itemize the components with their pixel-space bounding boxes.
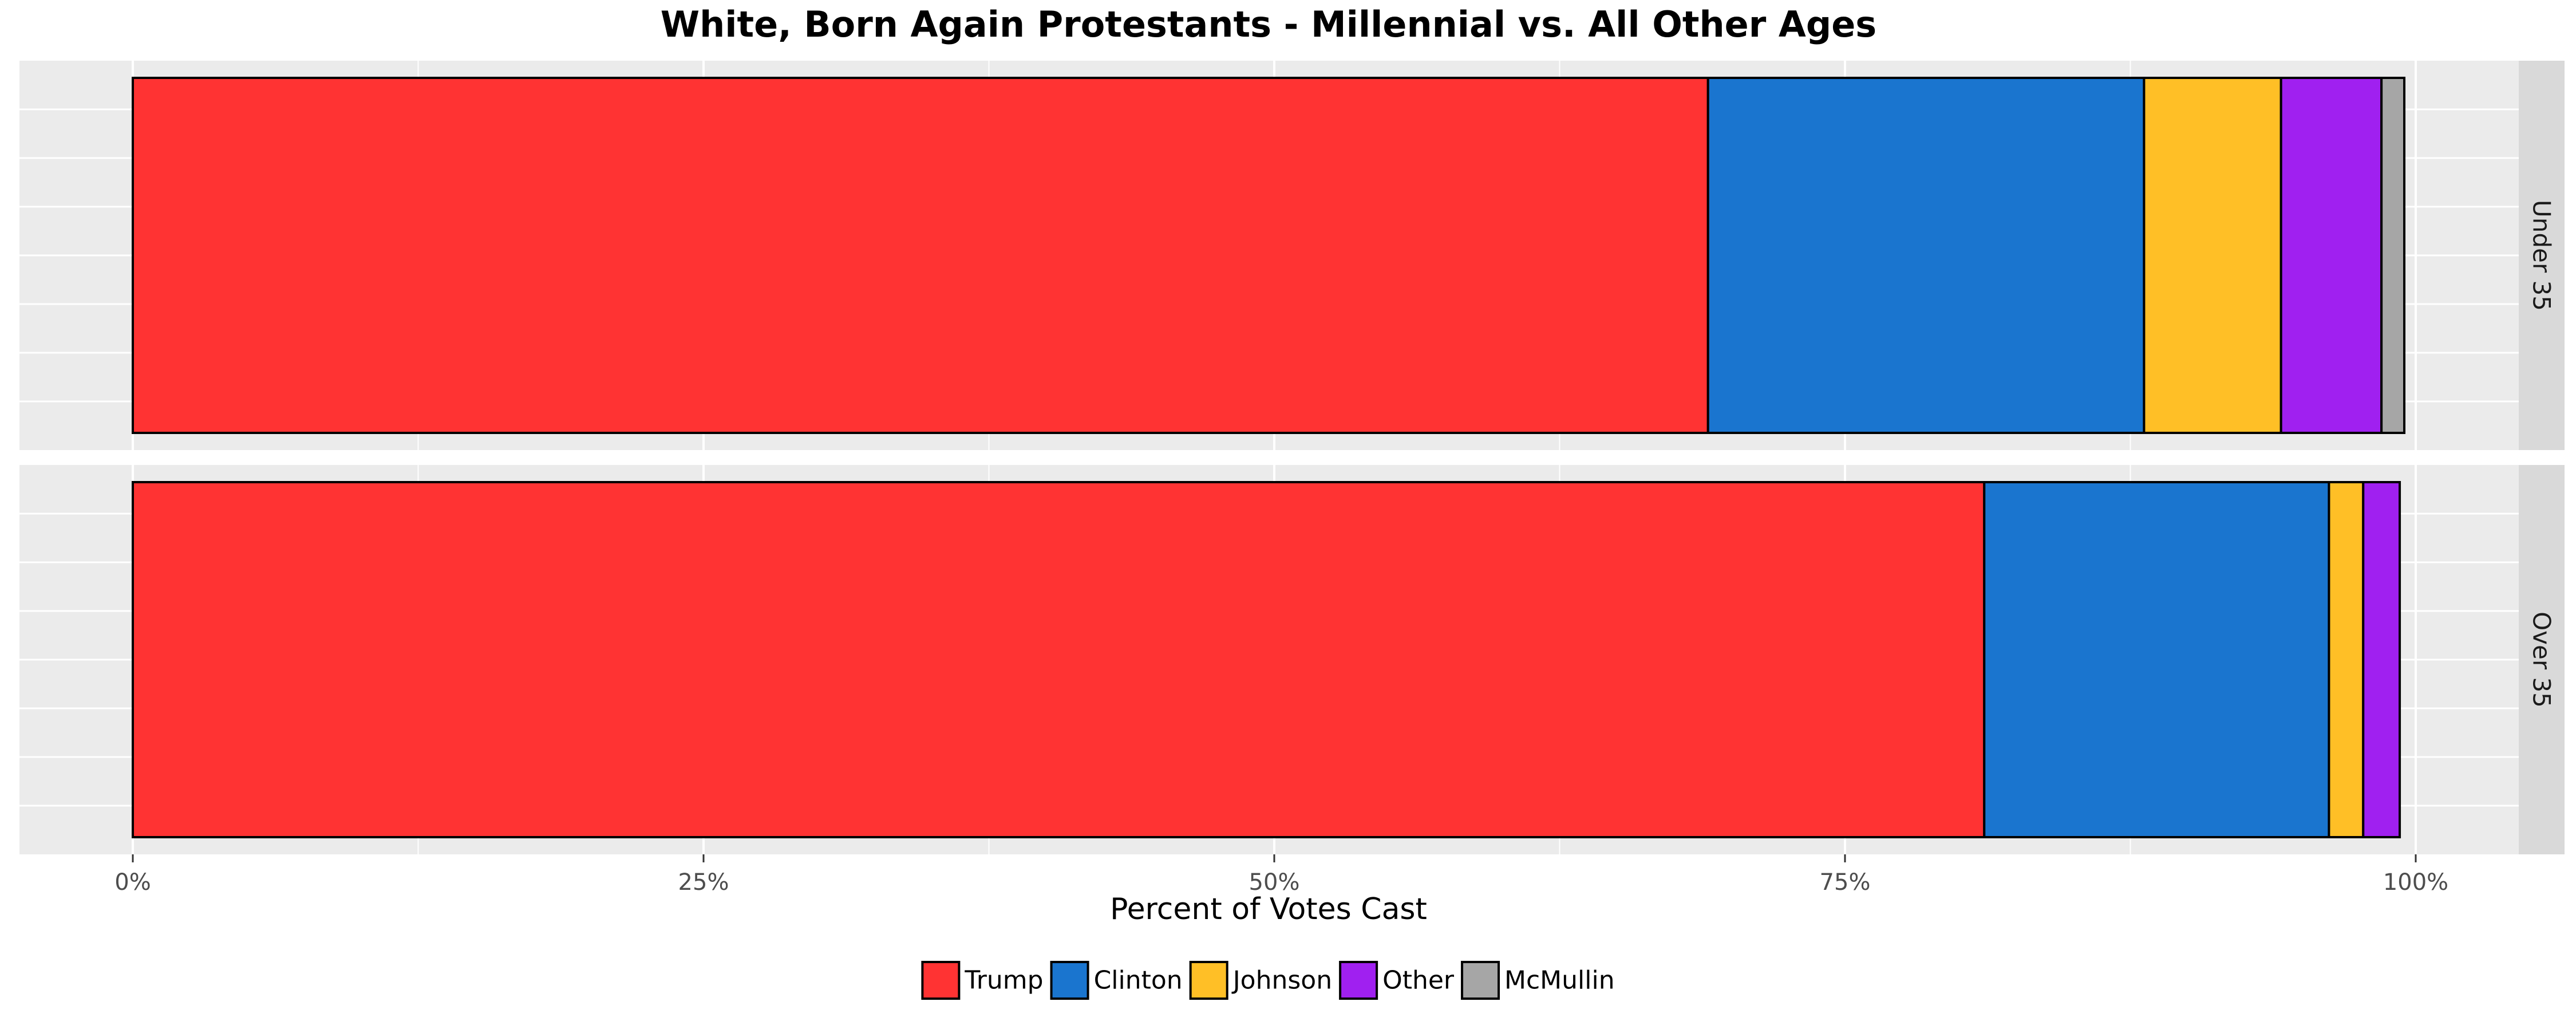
bar-mcmullin-under-35 [2380, 77, 2406, 434]
chart-title: White, Born Again Protestants - Millenni… [661, 3, 1876, 45]
x-tick-label: 100% [2383, 869, 2448, 896]
legend-key-clinton [1050, 961, 1089, 1000]
legend-label-other: Other [1382, 966, 1455, 995]
bar-other-under-35 [2279, 77, 2383, 434]
panel-over-35: Over 35 [19, 465, 2565, 854]
x-tick-label: 75% [1820, 869, 1871, 896]
legend-item-other: Other [1339, 961, 1455, 1000]
legend-label-mcmullin: McMullin [1504, 966, 1615, 995]
panel-under-35: Under 35 [19, 61, 2565, 450]
legend-key-johnson [1189, 961, 1228, 1000]
bar-johnson-over-35 [2328, 481, 2365, 838]
legend-label-trump: Trump [964, 966, 1043, 995]
facet-strip [2519, 61, 2565, 450]
x-tick-label: 50% [1249, 869, 1300, 896]
bar-johnson-under-35 [2143, 77, 2282, 434]
legend-label-johnson: Johnson [1231, 966, 1332, 995]
bar-clinton-over-35 [1983, 481, 2330, 838]
legend: Trump Clinton Johnson Other McMullin [921, 961, 1615, 1000]
legend-item-mcmullin: McMullin [1461, 961, 1615, 1000]
x-tick-label: 0% [114, 869, 151, 896]
legend-label-clinton: Clinton [1094, 966, 1183, 995]
bar-other-over-35 [2362, 481, 2401, 838]
x-tick-label: 25% [678, 869, 729, 896]
facet-strip [2519, 465, 2565, 854]
legend-key-trump [921, 961, 961, 1000]
legend-key-mcmullin [1461, 961, 1500, 1000]
legend-key-other [1339, 961, 1378, 1000]
panels: Under 35 Over 35 [19, 61, 2565, 854]
x-axis: 0% 25% 50% 75% 100% [114, 854, 2448, 896]
legend-item-johnson: Johnson [1189, 961, 1332, 1000]
x-axis-label: Percent of Votes Cast [1110, 892, 1427, 926]
facet-label: Over 35 [2528, 612, 2556, 708]
legend-item-clinton: Clinton [1050, 961, 1183, 1000]
bar-clinton-under-35 [1706, 77, 2146, 434]
bar-trump-under-35 [132, 77, 1709, 434]
legend-item-trump: Trump [921, 961, 1044, 1000]
bar-trump-over-35 [132, 481, 1986, 838]
facet-label: Under 35 [2528, 200, 2556, 311]
